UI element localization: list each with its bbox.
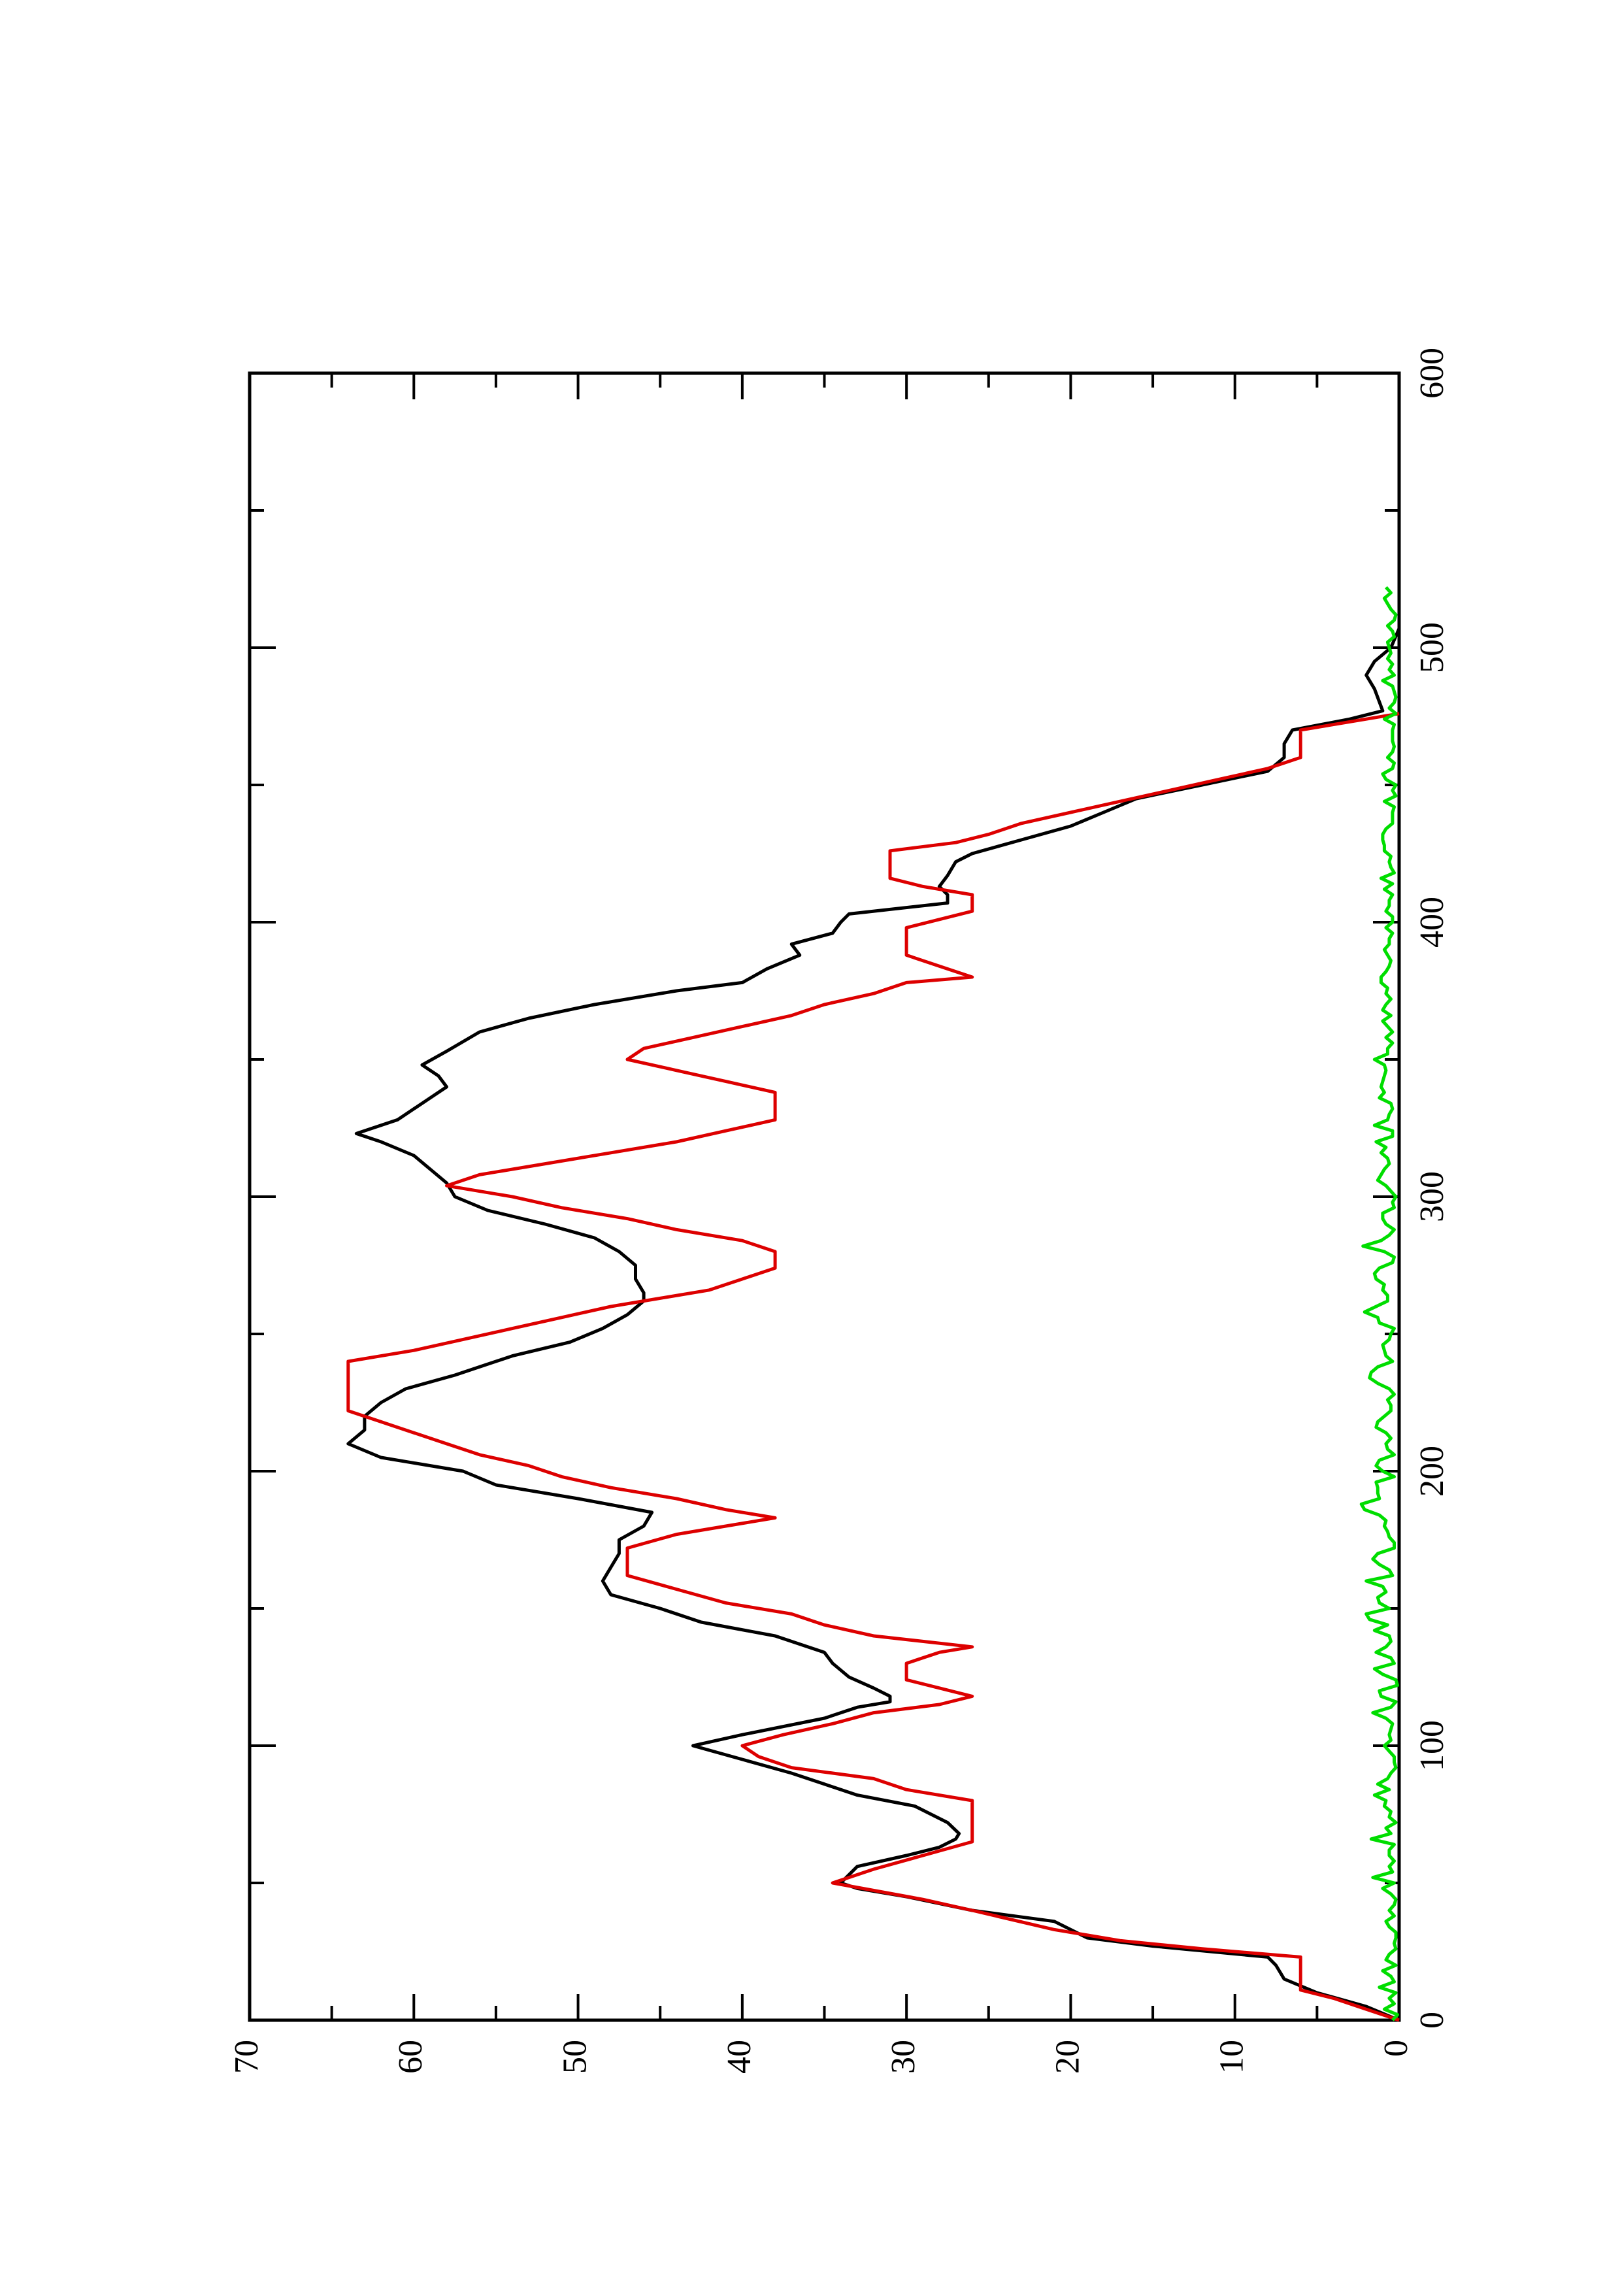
y-tick-label: 0 bbox=[1378, 2040, 1415, 2057]
y-tick-label: 50 bbox=[557, 2040, 594, 2074]
series-line-2 bbox=[346, 712, 1400, 2022]
x-tick-label: 0 bbox=[1413, 2012, 1451, 2029]
series-line-1 bbox=[346, 627, 1401, 2022]
y-tick-label: 60 bbox=[392, 2040, 429, 2074]
x-tick-label: 400 bbox=[1413, 897, 1451, 948]
axis-tick-labels: 0 100 200 300 400 500 600 0 10 20 30 40 50 60 70 bbox=[228, 348, 1451, 2074]
series-line-3 bbox=[1359, 586, 1399, 2021]
x-tick-label: 100 bbox=[1413, 1720, 1451, 1771]
x-tick-label: 600 bbox=[1413, 348, 1451, 399]
y-tick-label: 40 bbox=[721, 2040, 758, 2074]
x-tick-label: 300 bbox=[1413, 1171, 1451, 1222]
y-tick-label: 70 bbox=[228, 2040, 265, 2074]
axis-ticks bbox=[248, 372, 1400, 2021]
y-tick-label: 10 bbox=[1214, 2040, 1251, 2074]
x-tick-label: 200 bbox=[1413, 1446, 1451, 1497]
y-tick-label: 30 bbox=[885, 2040, 922, 2074]
y-tick-label: 20 bbox=[1049, 2040, 1086, 2074]
x-tick-label: 500 bbox=[1413, 622, 1451, 673]
series-layer bbox=[346, 586, 1401, 2022]
